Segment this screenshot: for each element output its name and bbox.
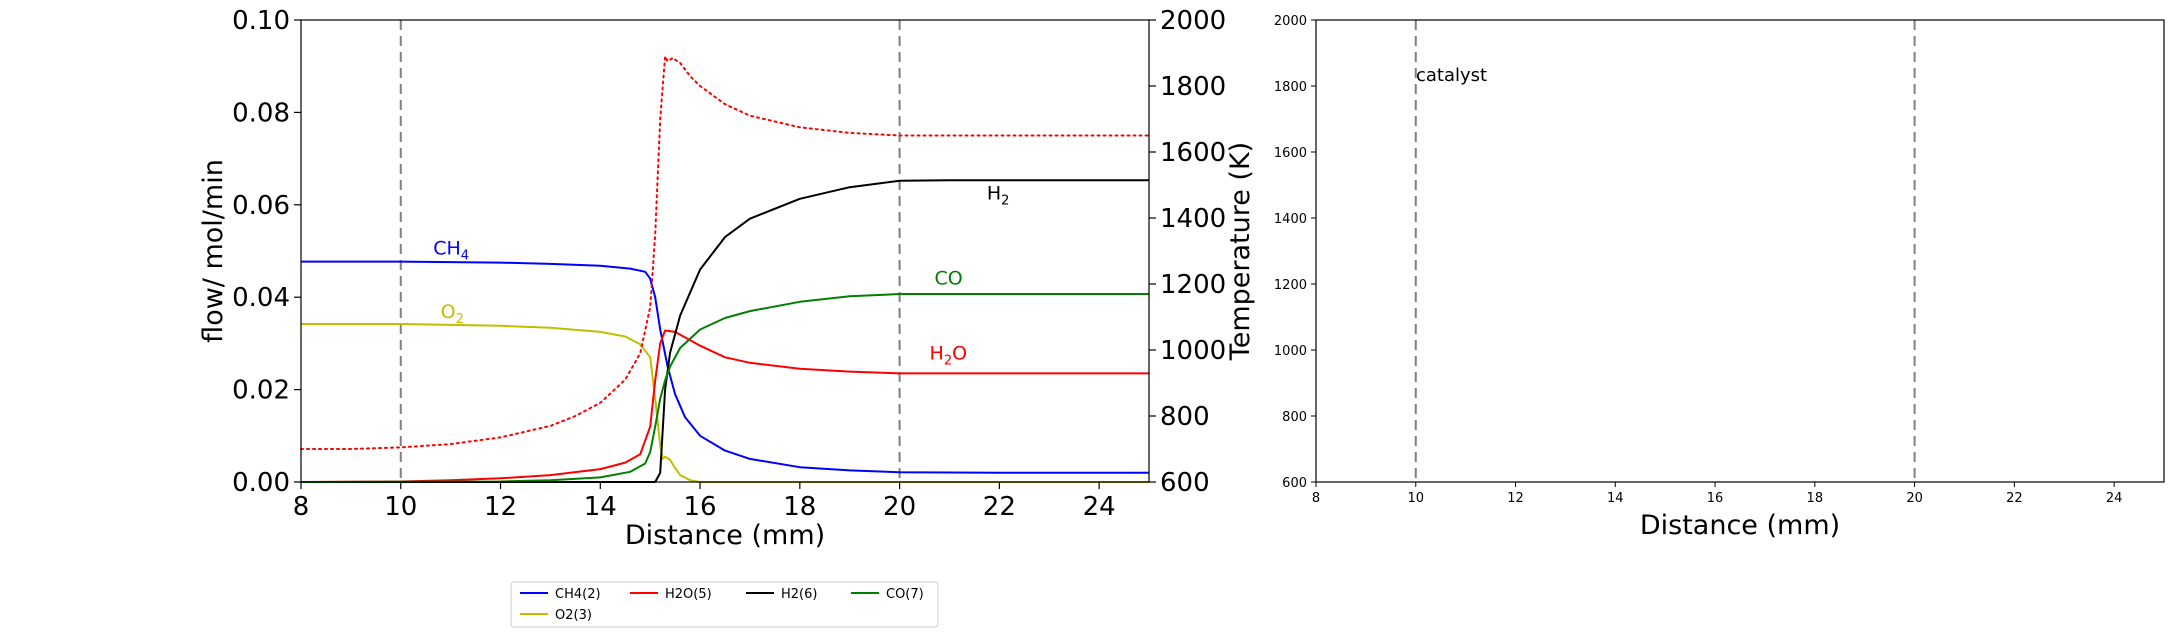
chart-right-y-axis: 600 800 1000 1200 1400 1600 1800 2000 [1274,14,1316,491]
chart-left-y2tick-label: 1600 [1160,138,1226,168]
chart-left: 8 10 12 14 16 18 20 22 24 0.000.020.040.060.080.… [198,6,1256,551]
catalyst-label: catalyst [1416,65,1487,86]
series-h2-line [301,179,1149,483]
chart-left-xtick-label: 16 [684,492,717,522]
chart-left-xlabel: Distance (mm) [625,520,825,551]
chart-right-xtick-label: 24 [2106,491,2123,506]
legend-label-ch4: CH4(2) [555,587,601,602]
chart-right-ytick-label: 2000 [1274,14,1307,29]
legend-frame [510,581,939,628]
legend-label-h2o: H2O(5) [665,587,712,602]
chart-left-xtick-label: 24 [1083,492,1116,522]
chart-left-plot-area [300,20,1150,483]
chart-left-y2tick-label: 600 [1160,468,1210,498]
chart-left-ytick-label: 0.10 [232,6,290,36]
legend-label-o2: O2(3) [555,608,592,623]
chart-left-xtick-label: 20 [883,492,916,522]
chart-right-plot-area [1414,20,1916,482]
chart-left-y-axis: 0.00 0.02 0.04 0.06 0.08 0.10 [232,6,301,498]
annotation-h2: H2 [987,182,1010,208]
chart-left-ytick-label: 0.06 [232,191,290,221]
chart-right: 8 10 12 14 16 18 20 22 24 600 800 1000 1200 1400 1600… [1274,14,2165,541]
chart-left-xtick-label: 8 [293,492,310,522]
annotation-ch4: CH4 [433,238,469,264]
series-temperature-line [300,55,1150,450]
chart-left-annotations: CH4 O2 CO H2O H2 [433,182,1009,368]
chart-left-ytick-label: 0.00 [232,468,290,498]
annotation-co: CO [935,267,963,289]
chart-right-xtick-label: 20 [1906,491,1923,506]
chart-left-y2tick-label: 1400 [1160,204,1226,234]
chart-right-xtick-label: 12 [1507,491,1524,506]
chart-left-xtick-label: 10 [384,492,417,522]
chart-left-y2tick-label: 800 [1160,402,1210,432]
chart-left-ylabel: flow/ mol/min [198,159,229,343]
chart-right-ytick-label: 1400 [1274,212,1307,227]
series-h2o-line [300,329,1149,483]
annotation-o2: O2 [441,301,464,327]
chart-left-y2tick-label: 1000 [1160,336,1226,366]
chart-right-ytick-label: 1200 [1274,278,1307,293]
chart-left-y2label: Temperature (K) [1225,142,1256,361]
chart-right-xtick-label: 16 [1707,491,1724,506]
chart-left-xtick-label: 18 [783,492,816,522]
chart-right-ytick-label: 1600 [1274,146,1307,161]
chart-right-xtick-label: 18 [1807,491,1824,506]
legend-label-co: CO(7) [886,587,924,602]
chart-left-ytick-label: 0.02 [232,376,290,406]
annotation-h2o: H2O [930,343,968,369]
chart-left-ytick-label: 0.04 [232,283,290,313]
chart-left-frame [300,19,1150,483]
chart-right-xtick-label: 10 [1407,491,1424,506]
legend: CH4(2) H2O(5) H2(6) CO(7) O2(3) [510,581,939,628]
series-o2-line [301,323,1149,483]
chart-left-xtick-label: 12 [484,492,517,522]
chart-right-x-axis: 8 10 12 14 16 18 20 22 24 [1312,482,2123,506]
chart-left-ytick-label: 0.08 [232,98,290,128]
series-co-line [300,293,1149,483]
chart-left-xtick-label: 14 [584,492,617,522]
chart-left-y2-axis: 600 800 1000 1200 1400 1600 1800 2000 [1149,6,1226,498]
chart-right-xtick-label: 8 [1312,491,1320,506]
chart-left-y2tick-label: 2000 [1160,6,1226,36]
chart-right-xlabel: Distance (mm) [1640,510,1840,541]
chart-left-xtick-label: 22 [983,492,1016,522]
chart-right-ytick-label: 1800 [1274,80,1307,95]
chart-right-frame [1315,19,2165,483]
chart-left-y2tick-label: 1200 [1160,270,1226,300]
chart-right-xtick-label: 14 [1607,491,1624,506]
chart-right-ytick-label: 600 [1282,476,1307,491]
chart-left-y2tick-label: 1800 [1160,72,1226,102]
legend-label-h2: H2(6) [781,587,817,602]
chart-right-xtick-label: 22 [2006,491,2023,506]
chart-right-ytick-label: 1000 [1274,344,1307,359]
chart-left-x-axis: 8 10 12 14 16 18 20 22 24 [293,482,1116,522]
chart-right-ytick-label: 800 [1282,410,1307,425]
